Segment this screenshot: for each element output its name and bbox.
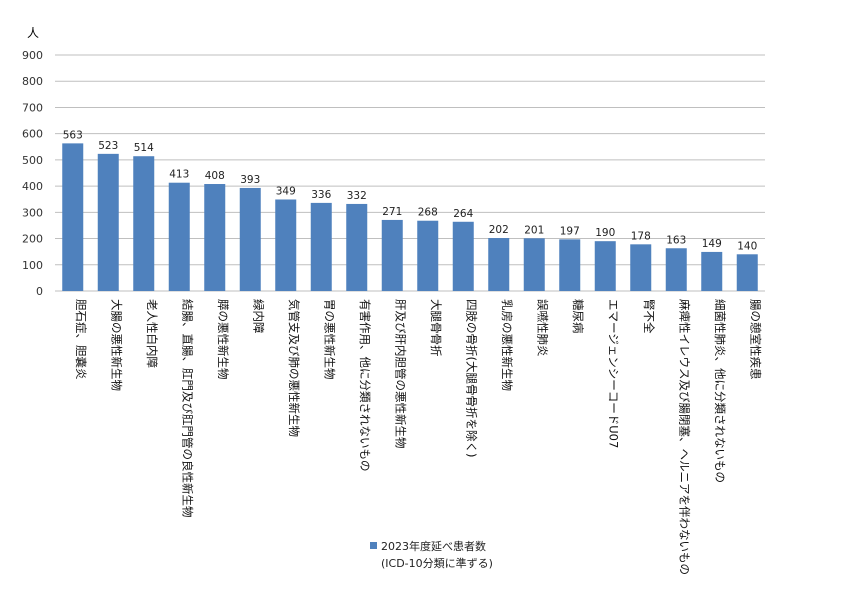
y-tick-label: 0 <box>36 285 43 298</box>
bars <box>62 143 758 291</box>
x-tick-label: エマージェンシーコードU07 <box>606 299 620 448</box>
data-label: 178 <box>631 230 651 242</box>
bar <box>736 254 758 291</box>
y-tick-label: 500 <box>22 154 43 167</box>
y-tick-label: 600 <box>22 128 43 141</box>
legend-series-name: 2023年度延べ患者数 <box>381 539 486 553</box>
x-tick-label: 有害作用、他に分類されないもの <box>358 299 372 472</box>
data-label: 349 <box>276 185 296 197</box>
data-label: 563 <box>63 129 83 141</box>
data-label: 264 <box>453 208 473 220</box>
x-tick-label: 腎不全 <box>642 299 656 334</box>
y-tick-label: 900 <box>22 49 43 62</box>
data-label: 149 <box>702 238 722 250</box>
data-label: 514 <box>134 142 154 154</box>
bar <box>239 187 261 291</box>
data-label: 336 <box>311 189 331 201</box>
bar <box>204 184 226 291</box>
data-label: 523 <box>98 140 118 152</box>
bar <box>417 220 439 291</box>
bar <box>488 238 510 291</box>
y-tick-label: 700 <box>22 101 43 114</box>
bar <box>275 199 297 291</box>
x-tick-label: 腸の憩室性疾患 <box>748 299 762 380</box>
data-label: 201 <box>524 224 544 236</box>
x-tick-label: 肝及び肝内胆管の悪性新生物 <box>393 299 407 449</box>
x-tick-label: 細菌性肺炎、他に分類されないもの <box>713 299 727 483</box>
bar <box>168 182 190 291</box>
data-label: 393 <box>240 174 260 186</box>
bar <box>630 244 652 291</box>
x-tick-label: 四肢の骨折(大腿骨骨折を除く) <box>464 299 478 457</box>
x-tick-label: 気管支及び肺の悪性新生物 <box>287 299 301 437</box>
bar <box>381 219 403 291</box>
y-tick-label: 100 <box>22 259 43 272</box>
x-tick-label: 麻痺性イレウス及び腸閉塞、ヘルニアを伴わないもの <box>677 299 691 575</box>
x-tick-label: 緑内障 <box>251 299 265 334</box>
x-axis-category-labels: 胆石症、胆嚢炎 大腸の悪性新生物 老人性白内障 結腸、直腸、肛門及び肛門管の良性新生物… <box>74 299 763 575</box>
legend-swatch <box>370 542 377 549</box>
y-tick-label: 300 <box>22 206 43 219</box>
bar <box>559 239 581 291</box>
y-tick-label: 200 <box>22 233 43 246</box>
x-tick-label: 乳房の悪性新生物 <box>500 299 514 391</box>
bar <box>133 156 155 291</box>
x-tick-label: 膵の悪性新生物 <box>216 299 230 380</box>
x-tick-label: 糖尿病 <box>571 299 585 334</box>
gridlines <box>55 54 765 292</box>
bar <box>665 248 687 291</box>
data-label: 140 <box>737 240 757 252</box>
y-tick-label: 800 <box>22 75 43 88</box>
data-label: 202 <box>489 224 509 236</box>
x-tick-label: 大腿骨骨折 <box>429 299 443 357</box>
data-label: 271 <box>382 206 402 218</box>
bar <box>97 153 119 291</box>
data-label: 163 <box>666 234 686 246</box>
data-label: 408 <box>205 170 225 182</box>
y-axis-ticks: 0 100 200 300 400 500 600 700 800 900 <box>22 49 43 298</box>
legend-note: (ICD-10分類に準ずる) <box>381 556 493 570</box>
data-labels: 563 523 514 413 408 393 349 336 332 271 268 264 202 2… <box>63 129 758 252</box>
bar <box>452 221 474 291</box>
x-tick-label: 胆石症、胆嚢炎 <box>74 299 88 380</box>
bar <box>310 202 332 291</box>
x-tick-label: 誤嚥性肺炎 <box>535 299 549 357</box>
bar <box>523 238 545 291</box>
bar <box>346 203 368 291</box>
y-axis-unit-label: 人 <box>27 26 39 40</box>
bar <box>62 143 84 291</box>
x-tick-label: 大腸の悪性新生物 <box>109 299 123 391</box>
bar <box>701 251 723 291</box>
x-tick-label: 結腸、直腸、肛門及び肛門管の良性新生物 <box>180 299 194 518</box>
bar <box>594 241 616 291</box>
data-label: 268 <box>418 207 438 219</box>
data-label: 197 <box>560 225 580 237</box>
data-label: 190 <box>595 227 615 239</box>
legend: 2023年度延べ患者数 (ICD-10分類に準ずる) <box>370 539 493 570</box>
x-tick-label: 老人性白内障 <box>145 299 159 368</box>
x-tick-label: 胃の悪性新生物 <box>322 299 336 380</box>
data-label: 332 <box>347 190 367 202</box>
y-tick-label: 400 <box>22 180 43 193</box>
data-label: 413 <box>169 169 189 181</box>
